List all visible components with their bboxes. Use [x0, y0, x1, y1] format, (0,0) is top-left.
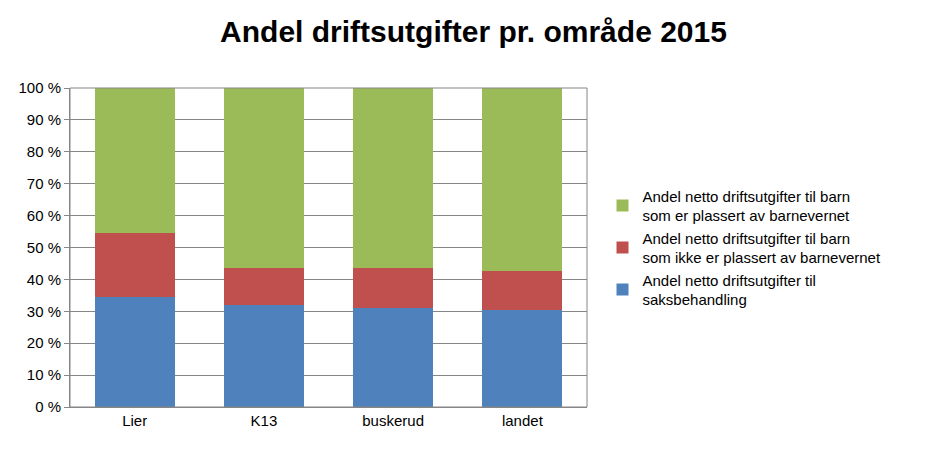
- svg-text:Lier: Lier: [122, 412, 147, 429]
- svg-text:30 %: 30 %: [27, 303, 61, 320]
- svg-text:100 %: 100 %: [18, 79, 61, 96]
- svg-text:90 %: 90 %: [27, 111, 61, 128]
- svg-text:60 %: 60 %: [27, 207, 61, 224]
- svg-text:landet: landet: [502, 412, 544, 429]
- svg-text:Andel netto driftsutgifter til: Andel netto driftsutgifter til barnsom i…: [643, 230, 881, 267]
- svg-text:Andel netto driftsutgifter til: Andel netto driftsutgifter tilsaksbehand…: [643, 272, 816, 309]
- svg-text:buskerud: buskerud: [362, 412, 424, 429]
- svg-text:70 %: 70 %: [27, 175, 61, 192]
- svg-text:40 %: 40 %: [27, 271, 61, 288]
- svg-text:K13: K13: [251, 412, 278, 429]
- svg-text:80 %: 80 %: [27, 143, 61, 160]
- svg-text:0 %: 0 %: [35, 398, 61, 415]
- svg-text:20 %: 20 %: [27, 334, 61, 351]
- svg-text:50 %: 50 %: [27, 239, 61, 256]
- svg-text:10 %: 10 %: [27, 366, 61, 383]
- svg-text:Andel netto driftsutgifter til: Andel netto driftsutgifter til barnsom e…: [643, 188, 851, 225]
- svg-text:Andel driftsutgifter pr. områd: Andel driftsutgifter pr. område 2015: [220, 15, 727, 48]
